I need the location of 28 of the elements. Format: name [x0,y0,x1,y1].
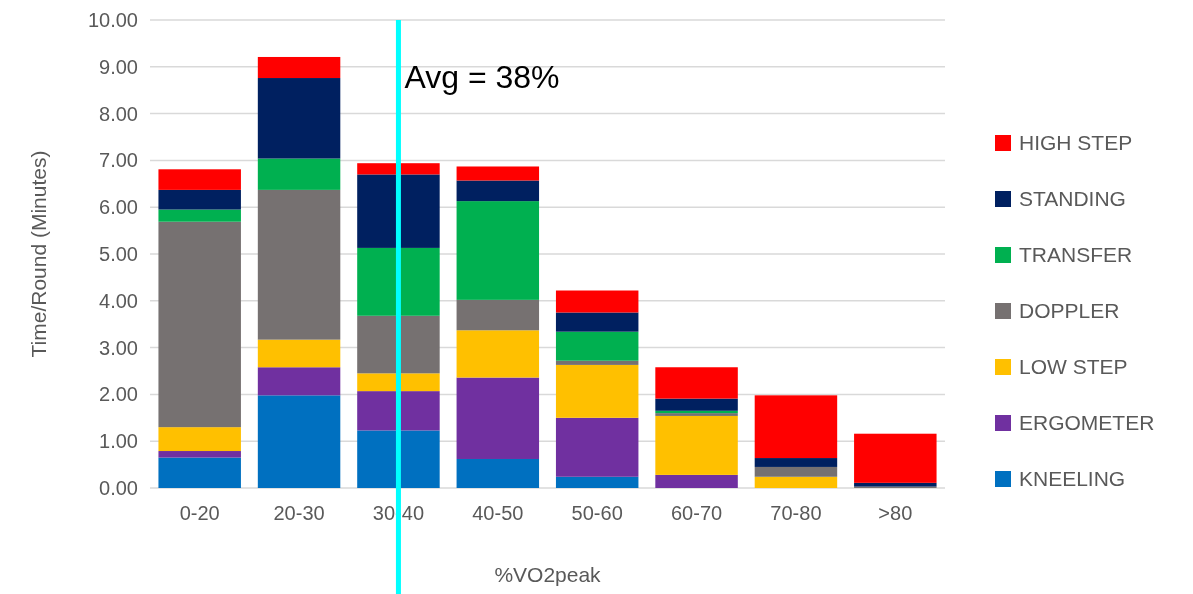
x-tick-label: >80 [878,502,913,524]
legend-label: LOW STEP [1019,355,1128,379]
x-tick-label: 70-80 [770,502,822,524]
x-tick-label: 0-20 [179,502,220,524]
legend-label: DOPPLER [1019,299,1120,323]
x-axis-title: %VO2peak [494,563,602,586]
legend-label: ERGOMETER [1019,411,1155,435]
y-axis-title: Time/Round (Minutes) [27,150,50,358]
x-tick-label: 60-70 [670,502,723,524]
y-tick-label: 2.00 [99,383,138,406]
y-tick-label: 8.00 [99,102,138,125]
x-tick-label: 20-30 [273,502,325,524]
y-tick-label: 10.00 [87,9,138,31]
y-tick-label: 0.00 [99,477,138,499]
legend-label: STANDING [1019,187,1126,211]
y-tick-label: 5.00 [99,243,138,265]
legend-label: HIGH STEP [1019,131,1133,155]
y-tick-label: 4.00 [99,289,138,312]
ref-line-label: Avg = 38% [404,59,560,95]
y-tick-label: 1.00 [99,430,138,453]
x-tick-label: 50-60 [571,502,623,524]
y-tick-label: 9.00 [99,55,138,78]
y-tick-label: 7.00 [99,149,138,172]
y-tick-label: 6.00 [99,196,138,219]
x-tick-label: 40-50 [472,502,524,524]
legend-label: KNEELING [1019,467,1126,491]
legend-label: TRANSFER [1019,243,1133,267]
y-tick-label: 3.00 [99,336,138,359]
